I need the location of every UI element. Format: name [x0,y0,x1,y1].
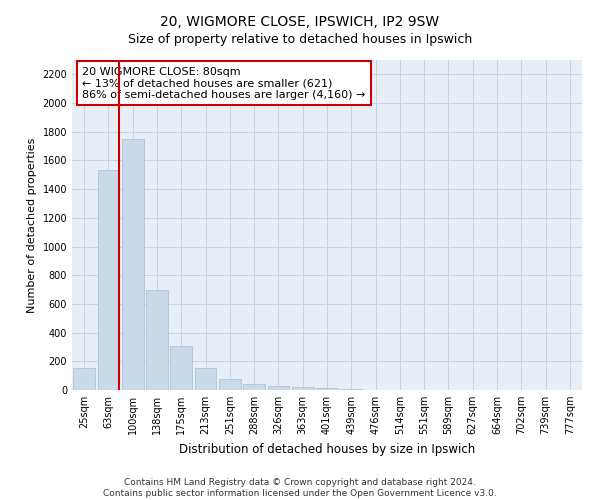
Text: Contains HM Land Registry data © Crown copyright and database right 2024.
Contai: Contains HM Land Registry data © Crown c… [103,478,497,498]
Bar [316,388,338,390]
Bar [73,368,95,390]
Bar [268,386,289,390]
Bar [243,384,265,390]
Bar [292,387,314,390]
Bar [219,378,241,390]
Bar [146,290,168,390]
Y-axis label: Number of detached properties: Number of detached properties [27,138,37,312]
X-axis label: Distribution of detached houses by size in Ipswich: Distribution of detached houses by size … [179,442,475,456]
Bar [170,346,192,390]
Text: 20 WIGMORE CLOSE: 80sqm
← 13% of detached houses are smaller (621)
86% of semi-d: 20 WIGMORE CLOSE: 80sqm ← 13% of detache… [82,66,365,100]
Bar [194,368,217,390]
Text: 20, WIGMORE CLOSE, IPSWICH, IP2 9SW: 20, WIGMORE CLOSE, IPSWICH, IP2 9SW [160,15,440,29]
Text: Size of property relative to detached houses in Ipswich: Size of property relative to detached ho… [128,32,472,46]
Bar [97,170,119,390]
Bar [122,139,143,390]
